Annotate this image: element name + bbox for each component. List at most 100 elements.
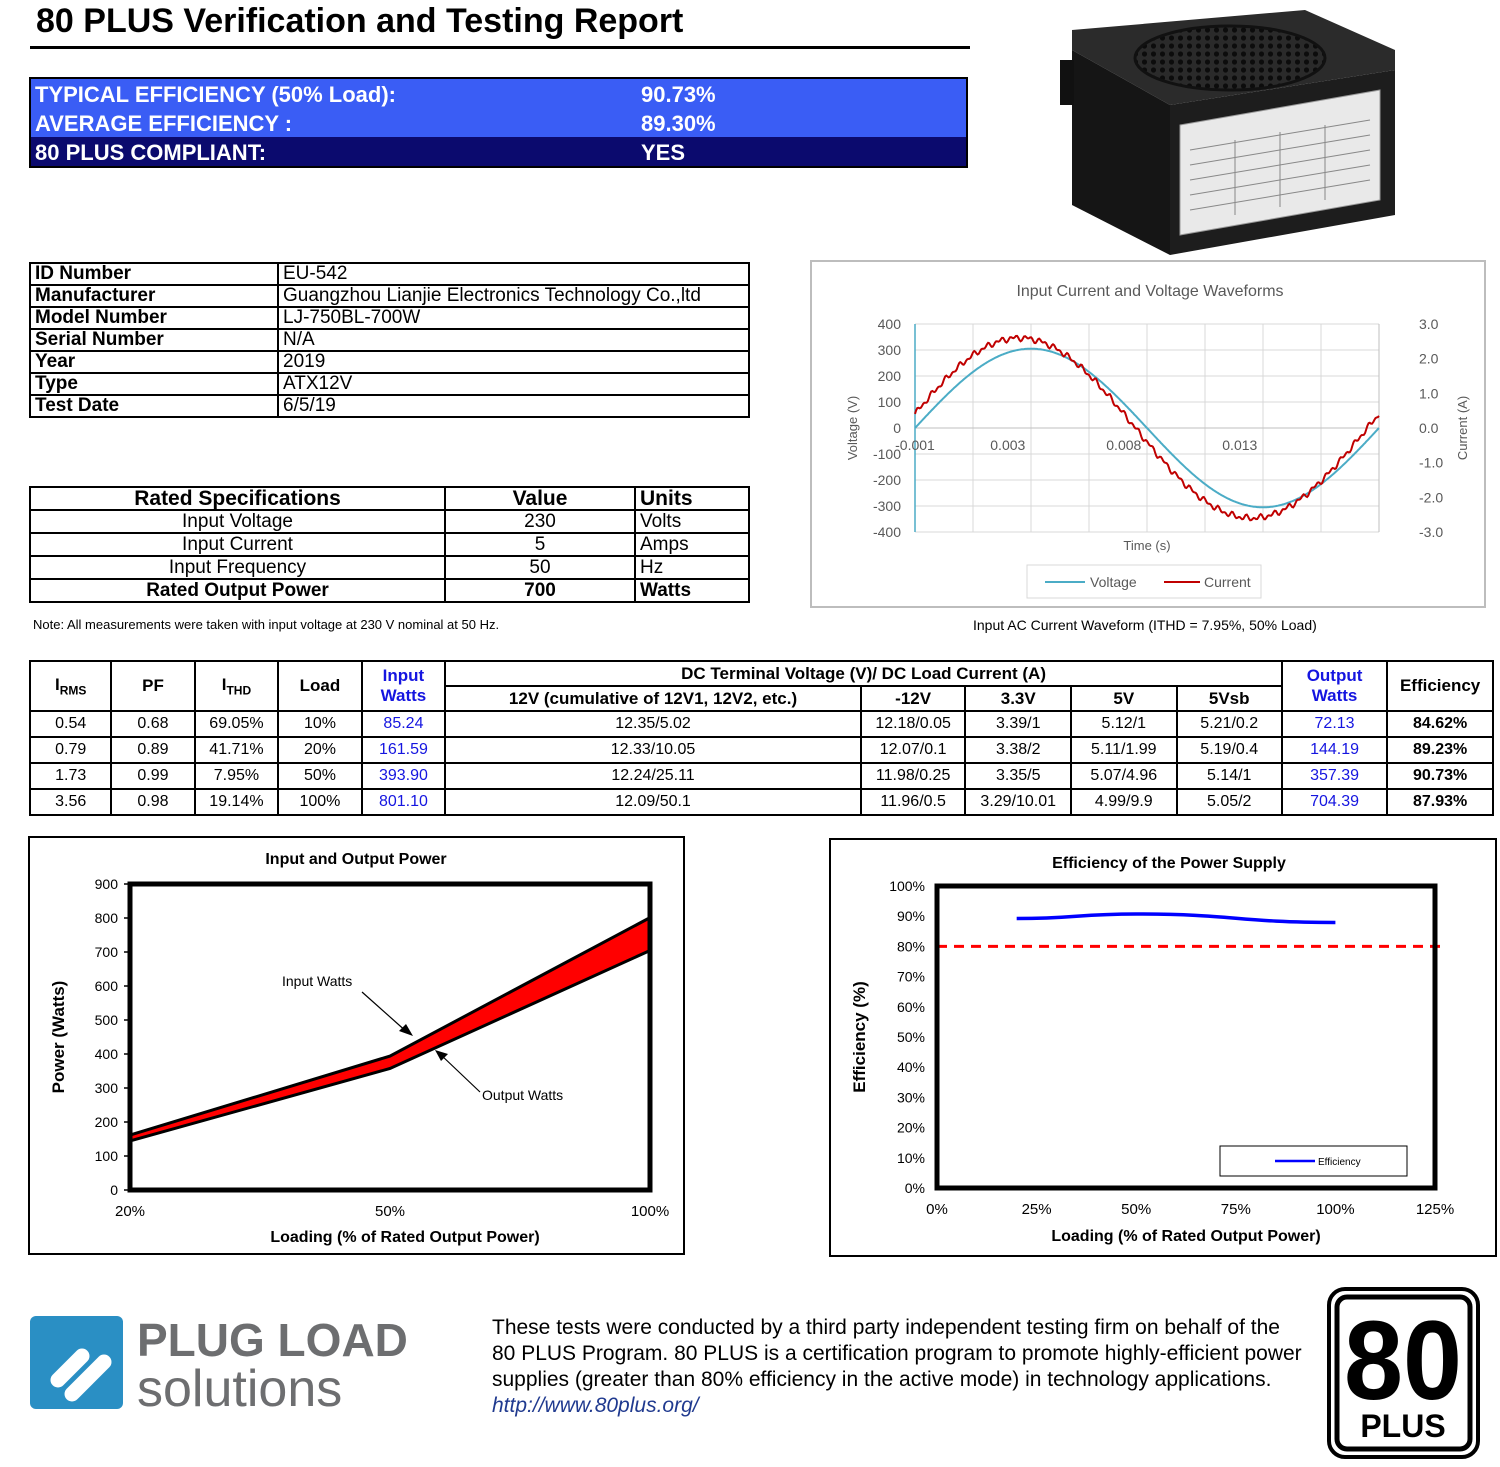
x-axis-title: Loading (% of Rated Output Power) xyxy=(1051,1228,1320,1245)
cell-3v3: 3.39/1 xyxy=(964,710,1073,738)
cell-pf: 0.68 xyxy=(110,710,196,738)
x-tick-label: 125% xyxy=(1416,1201,1454,1218)
waveform-chart-frame: Input Current and Voltage Waveforms 400 30… xyxy=(810,260,1486,608)
y-tick-label: -200 xyxy=(873,472,901,488)
summary-row-typical: TYPICAL EFFICIENCY (50% Load): 90.73% xyxy=(31,79,966,108)
cell-5vsb: 5.19/0.4 xyxy=(1175,736,1283,764)
cell-input-watts: 85.24 xyxy=(360,710,447,738)
y-tick-label: 100 xyxy=(878,394,902,410)
product-info-table: ID Number EU-542 Manufacturer Guangzhou Lia… xyxy=(29,262,750,418)
y-tick-label: 200 xyxy=(878,368,902,384)
y-tick-label: -100 xyxy=(873,446,901,462)
y-tick-label: -300 xyxy=(873,498,901,514)
chart-title: Input Current and Voltage Waveforms xyxy=(1016,283,1283,300)
cell-pf: 0.98 xyxy=(110,788,196,816)
summary-label: TYPICAL EFFICIENCY (50% Load): xyxy=(35,82,397,107)
cell-output-watts: 357.39 xyxy=(1280,762,1389,790)
rated-spec: Rated Output Power xyxy=(29,578,446,603)
y-tick-label: 300 xyxy=(95,1080,119,1096)
y-tick-label: 90% xyxy=(897,908,925,924)
y-tick-label: 500 xyxy=(95,1012,119,1028)
cell-efficiency: 89.23% xyxy=(1386,736,1494,764)
x-tick-label: -0.001 xyxy=(895,437,935,453)
cell-irms: 0.79 xyxy=(28,736,113,764)
cell-input-watts: 161.59 xyxy=(360,736,447,764)
product-info-key: Manufacturer xyxy=(29,284,279,308)
cell-ithd: 7.95% xyxy=(193,762,280,790)
power-chart-frame: Input and Output Power 900 800 700 600 500 400… xyxy=(28,836,685,1255)
y-tick-label: 50% xyxy=(897,1029,925,1045)
y-tick-label: 30% xyxy=(897,1089,925,1105)
measurement-note: Note: All measurements were taken with i… xyxy=(33,617,500,632)
product-info-value: LJ-750BL-700W xyxy=(277,306,750,330)
rated-spec: Input Voltage xyxy=(29,509,446,534)
cell-12v: 12.35/5.02 xyxy=(444,710,862,738)
product-info-value: ATX12V xyxy=(277,372,750,396)
cell-minus-12v: 12.07/0.1 xyxy=(859,736,967,764)
title-rule xyxy=(30,46,970,49)
cell-12v: 12.09/50.1 xyxy=(444,788,862,816)
chart-title: Input and Output Power xyxy=(265,851,446,868)
y2-tick-label: 0.0 xyxy=(1419,420,1439,436)
cell-load: 10% xyxy=(277,710,363,738)
cell-5vsb: 5.05/2 xyxy=(1175,788,1283,816)
product-info-key: Test Date xyxy=(29,394,279,418)
cell-ithd: 69.05% xyxy=(193,710,280,738)
cell-output-watts: 704.39 xyxy=(1280,788,1389,816)
y2-tick-label: 3.0 xyxy=(1419,316,1439,332)
col-ithd: ITHD xyxy=(193,660,280,712)
y-tick-label: 400 xyxy=(95,1046,119,1062)
logo-line1: PLUG LOAD xyxy=(137,1314,408,1366)
footer-link[interactable]: http://www.80plus.org/ xyxy=(492,1394,699,1417)
summary-label: AVERAGE EFFICIENCY : xyxy=(35,111,293,136)
load-test-table: IRMS PF ITHD Load Input Watts DC Termina… xyxy=(28,660,1494,816)
rated-header-units: Units xyxy=(634,486,750,511)
cell-input-watts: 393.90 xyxy=(360,762,447,790)
y-tick-label: 60% xyxy=(897,999,925,1015)
product-info-value: EU-542 xyxy=(277,262,750,286)
y-tick-label: 100% xyxy=(889,878,925,894)
y-tick-label: 400 xyxy=(878,316,902,332)
x-tick-label: 100% xyxy=(631,1203,669,1220)
cell-pf: 0.99 xyxy=(110,762,196,790)
footer-line: 80 PLUS Program. 80 PLUS is a certificat… xyxy=(492,1342,1302,1365)
annotation-output-arrowhead xyxy=(435,1050,448,1061)
cell-pf: 0.89 xyxy=(110,736,196,764)
plot-frame xyxy=(127,881,653,1193)
table-row: 1.73 0.99 7.95% 50% 393.90 12.24/25.11 11.98/0… xyxy=(28,762,1494,790)
annotation-input-arrow xyxy=(361,991,409,1034)
badge-number: 80 xyxy=(1344,1298,1462,1423)
col-input-watts: Input Watts xyxy=(360,660,447,712)
y-axis-title: Power (Watts) xyxy=(49,981,68,1094)
efficiency-line xyxy=(1016,912,1336,925)
y-tick-label: 600 xyxy=(95,978,119,994)
x-tick-label: 20% xyxy=(115,1203,145,1220)
cell-5v: 5.07/4.96 xyxy=(1070,762,1178,790)
y-tick-label: 100 xyxy=(95,1148,119,1164)
rated-header-spec: Rated Specifications xyxy=(29,486,446,511)
y-axis-title: Efficiency (%) xyxy=(850,981,869,1092)
rated-row: Rated Output Power 700 Watts xyxy=(29,578,750,603)
x-tick-label: 25% xyxy=(1022,1201,1052,1218)
cell-load: 100% xyxy=(277,788,363,816)
annotation-output-watts: Output Watts xyxy=(482,1087,563,1103)
x-tick-label: 50% xyxy=(375,1203,405,1220)
efficiency-summary: TYPICAL EFFICIENCY (50% Load): 90.73% AV… xyxy=(29,77,968,168)
y2-tick-label: 2.0 xyxy=(1419,351,1439,367)
cell-12v: 12.24/25.11 xyxy=(444,762,862,790)
y2-axis-title: Current (A) xyxy=(1455,396,1470,460)
footer-line: supplies (greater than 80% efficiency in… xyxy=(492,1368,1272,1391)
cell-efficiency: 90.73% xyxy=(1386,762,1494,790)
rated-units: Amps xyxy=(634,532,750,557)
cell-3v3: 3.35/5 xyxy=(964,762,1073,790)
x-tick-label: 0.003 xyxy=(990,437,1025,453)
efficiency-chart-frame: Efficiency of the Power Supply 100% 90% 80%… xyxy=(829,838,1497,1257)
input-watts-line xyxy=(129,916,651,1137)
y-tick-label: 40% xyxy=(897,1059,925,1075)
col-load: Load xyxy=(277,660,363,712)
product-info-key: Model Number xyxy=(29,306,279,330)
cell-irms: 1.73 xyxy=(28,762,113,790)
rated-value: 5 xyxy=(444,532,636,557)
annotation-input-arrowhead xyxy=(399,1024,413,1036)
summary-value: 90.73% xyxy=(641,82,716,107)
